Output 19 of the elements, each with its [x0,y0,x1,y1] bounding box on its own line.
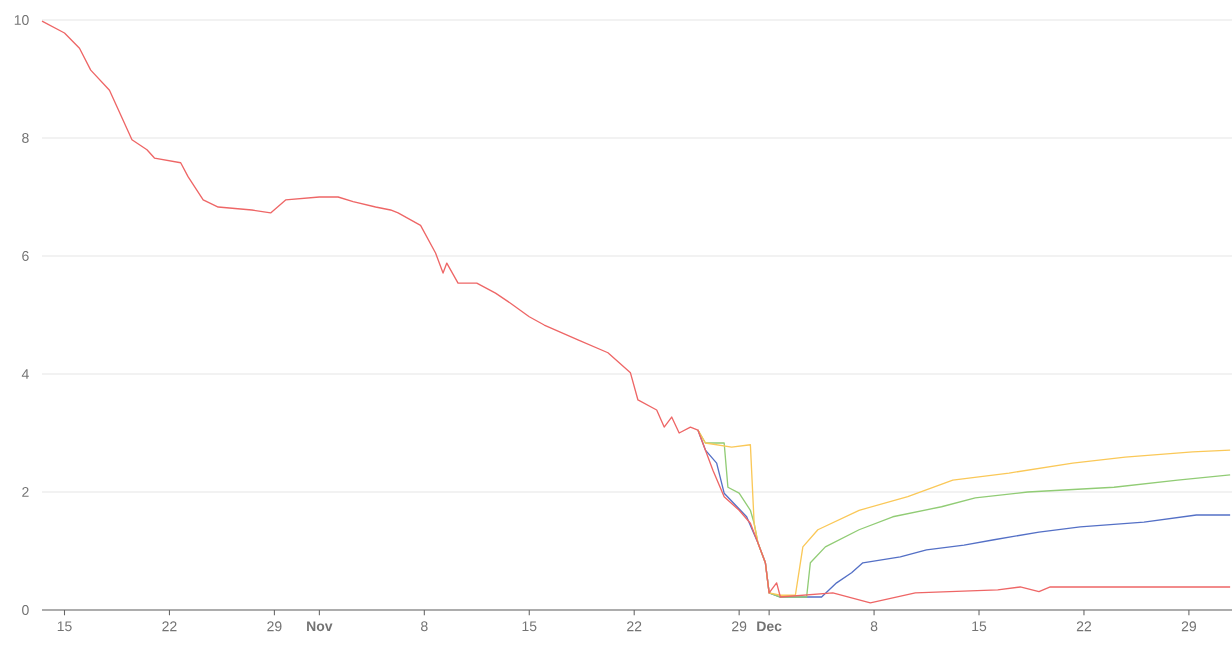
x-tick-label: 29 [1181,621,1197,632]
y-tick-label: 8 [22,133,29,143]
y-tick-label: 0 [22,605,29,615]
x-tick-label: 29 [732,621,747,632]
x-tick-label: 22 [1076,621,1092,632]
x-tick-label: 8 [870,621,878,632]
y-tick-label: 4 [21,369,29,379]
y-tick-label: 2 [22,487,29,497]
x-tick-label: Nov [307,621,333,632]
x-tick-label: 22 [627,621,642,632]
x-tick-label: 8 [421,621,428,632]
x-tick-label: 15 [57,621,72,632]
y-tick-label: 10 [14,15,29,25]
x-tick-label: Dec [757,621,782,632]
x-tick-label: 15 [522,621,537,632]
x-tick-label: 29 [267,621,282,632]
x-tick-label: 22 [162,621,177,632]
y-tick-label: 6 [22,251,29,261]
x-tick-label: 15 [972,621,987,632]
